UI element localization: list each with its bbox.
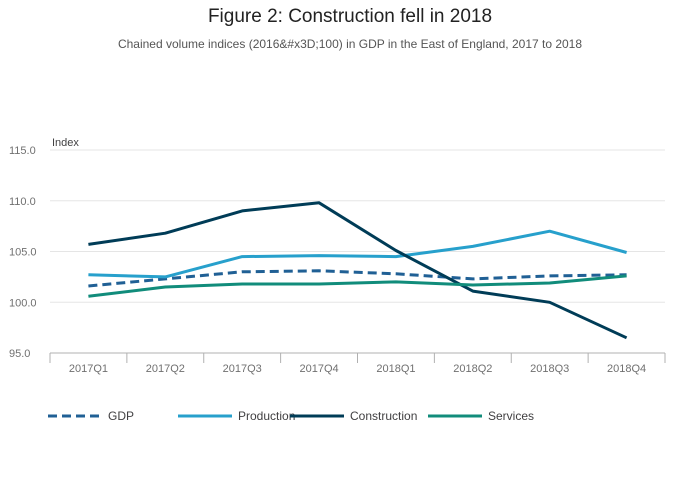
- series-line-gdp: [88, 269, 627, 288]
- series-line-production: [88, 229, 628, 279]
- x-tick-label: 2017Q1: [69, 363, 108, 375]
- chart-title: Figure 2: Construction fell in 2018: [207, 6, 493, 27]
- series-line-services: [88, 274, 627, 298]
- x-tick-label: 2018Q4: [607, 363, 646, 375]
- y-tick-label: 110.0: [9, 196, 36, 208]
- x-tick-label: 2018Q1: [376, 363, 415, 375]
- legend-label-services: Services: [488, 409, 534, 423]
- x-tick-label: 2017Q4: [299, 363, 338, 375]
- legend-label-gdp: GDP: [108, 409, 134, 423]
- chart-subtitle: Chained volume indices (2016&#x3D;100) i…: [117, 37, 583, 51]
- x-tick-label: 2017Q3: [223, 363, 262, 375]
- legend-label-production: Production: [238, 409, 295, 423]
- y-tick-label: 100.0: [9, 297, 37, 309]
- x-tick-label: 2018Q2: [453, 363, 492, 375]
- y-tick-label: 95.0: [9, 348, 30, 360]
- legend-label-construction: Construction: [350, 409, 417, 423]
- series-line-construction: [88, 201, 628, 340]
- y-axis-label: Index: [52, 137, 79, 149]
- y-tick-label: 105.0: [9, 247, 37, 259]
- x-tick-label: 2018Q3: [530, 363, 569, 375]
- y-tick-label: 115.0: [9, 145, 36, 157]
- x-tick-label: 2017Q2: [146, 363, 185, 375]
